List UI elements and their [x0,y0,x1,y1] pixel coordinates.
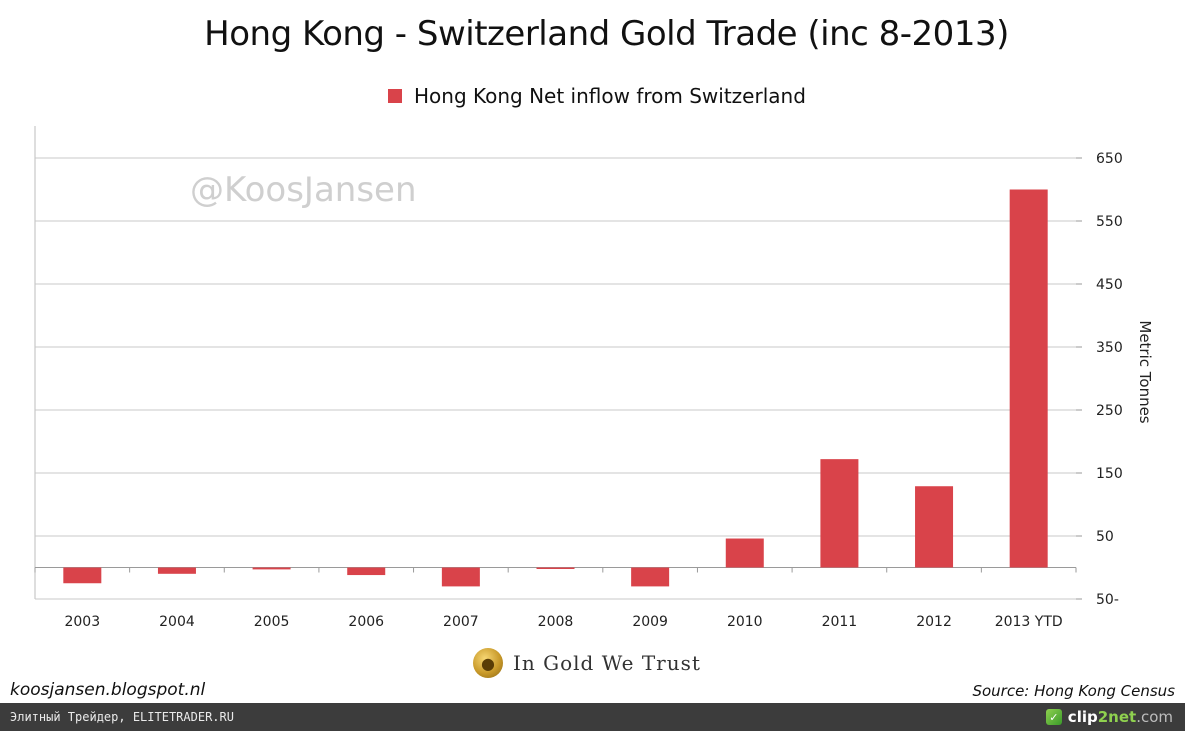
logo: ● In Gold We Trust [473,648,701,678]
source-note: Source: Hong Kong Census [972,682,1175,700]
bottom-bar: Элитный Трейдер, ELITETRADER.RU ✓ clip2n… [0,703,1185,731]
x-tick-label: 2006 [348,614,384,630]
legend-swatch [388,89,402,103]
bar [63,567,102,584]
clip2net-icon: ✓ [1045,709,1062,725]
bar [631,567,670,587]
bar [536,567,575,569]
bar [347,567,386,576]
bar [157,567,196,574]
y-tick-label: 250 [1096,403,1123,419]
y-tick-label: 150 [1096,466,1123,482]
y-tick-label: 450 [1096,277,1123,293]
y-tick-label: 650 [1096,151,1123,167]
x-tick-label: 2011 [822,614,858,630]
y-tick-label: 50- [1096,592,1119,608]
y-tick-label: 50 [1096,529,1114,545]
x-tick-label: 2004 [159,614,195,630]
brand-part-c: .com [1136,708,1173,726]
chart-title: Hong Kong - Switzerland Gold Trade (inc … [204,14,1009,54]
x-tick-label: 2012 [916,614,952,630]
site-credit: Элитный Трейдер, ELITETRADER.RU [10,710,234,724]
x-tick-label: 2013 YTD [995,614,1063,630]
clip2net-brand: ✓ clip2net.com [1045,708,1185,726]
logo-text: In Gold We Trust [513,651,701,675]
bar [441,567,480,587]
legend: Hong Kong Net inflow from Switzerland [388,84,806,108]
buffalo-coin-icon: ● [473,648,503,678]
y-axis-label: Metric Tonnes [1136,320,1154,424]
brand-part-b: 2net [1097,708,1137,726]
blog-url: koosjansen.blogspot.nl [10,680,206,700]
y-tick-label: 350 [1096,340,1123,356]
bar [252,567,291,570]
bar-chart: 650 550 450 350 250 150 50 50- 2003 2004 2005 2006 2… [34,126,1123,630]
brand-part-a: clip [1067,708,1098,726]
x-tick-label: 2009 [632,614,668,630]
bar [820,459,859,568]
x-tick-label: 2008 [538,614,574,630]
x-tick-label: 2003 [64,614,100,630]
y-tick-label: 550 [1096,214,1123,230]
bar [725,538,764,568]
watermark: @KoosJansen [190,170,417,210]
x-tick-label: 2010 [727,614,763,630]
x-tick-label: 2007 [443,614,479,630]
legend-label: Hong Kong Net inflow from Switzerland [414,84,806,108]
bar [1009,189,1048,568]
x-tick-label: 2005 [254,614,290,630]
bar [915,486,954,568]
